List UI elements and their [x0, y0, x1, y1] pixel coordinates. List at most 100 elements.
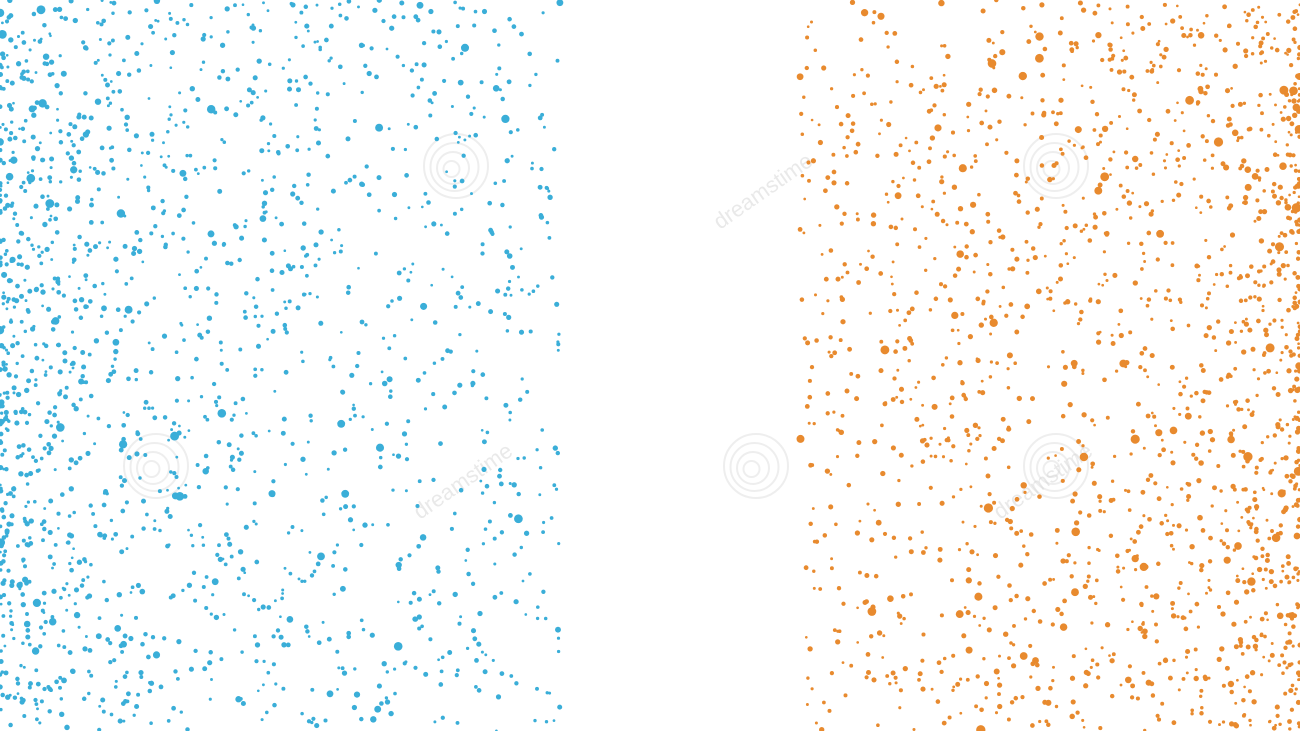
blue-dot [100, 220, 105, 225]
blue-dot [15, 544, 20, 548]
orange-dot [1281, 569, 1285, 573]
blue-dot [313, 242, 319, 248]
blue-dot [453, 0, 457, 5]
blue-dot [134, 452, 139, 457]
orange-dot [1233, 644, 1239, 650]
blue-dot [217, 543, 221, 548]
orange-dot [796, 73, 804, 81]
orange-dot [983, 680, 990, 687]
blue-dot [0, 138, 4, 146]
orange-dot [929, 135, 936, 141]
blue-dot [475, 301, 481, 307]
orange-dot [1297, 660, 1300, 665]
blue-dot [511, 24, 517, 29]
orange-dot [1249, 615, 1252, 619]
blue-dot [409, 270, 413, 274]
orange-dot [1009, 598, 1012, 602]
blue-dot [219, 657, 224, 662]
orange-dot [1090, 621, 1094, 625]
blue-dot [439, 669, 444, 674]
blue-dot [9, 609, 13, 613]
blue-dot [209, 15, 213, 20]
blue-dot [466, 571, 471, 577]
orange-dot [902, 665, 908, 672]
orange-dot [1194, 206, 1198, 210]
orange-dot [908, 149, 911, 153]
orange-dot [1172, 406, 1176, 410]
orange-dot [1109, 67, 1114, 72]
blue-dot [424, 225, 427, 229]
blue-dot [0, 452, 5, 457]
orange-dot [1214, 349, 1218, 353]
orange-dot [1022, 544, 1026, 548]
orange-dot [1060, 151, 1065, 156]
blue-dot [385, 670, 389, 674]
orange-dot [1059, 242, 1063, 246]
orange-dot [1297, 87, 1300, 91]
orange-dot [1071, 654, 1076, 659]
orange-dot [1140, 489, 1146, 495]
blue-dot [61, 293, 66, 298]
orange-dot [917, 380, 921, 384]
orange-dot [1054, 454, 1057, 457]
blue-dot [74, 198, 81, 204]
orange-dot [1045, 286, 1049, 290]
orange-dot [1297, 223, 1300, 227]
orange-dot [1146, 230, 1152, 236]
blue-dot [21, 40, 27, 45]
orange-dot [878, 132, 881, 136]
blue-dot [507, 512, 513, 518]
blue-dot [393, 667, 397, 671]
orange-dot [805, 703, 809, 706]
orange-dot [812, 421, 816, 426]
blue-dot [454, 673, 459, 678]
blue-dot [304, 472, 308, 476]
blue-dot [176, 638, 182, 645]
blue-dot [9, 259, 14, 264]
blue-dot [2, 391, 6, 395]
orange-dot [1231, 129, 1239, 137]
blue-dot [158, 684, 164, 690]
orange-dot [835, 276, 841, 282]
orange-dot [1257, 176, 1262, 181]
blue-dot [23, 620, 31, 628]
orange-dot [1142, 514, 1146, 518]
blue-dot [525, 389, 530, 394]
blue-dot [24, 580, 29, 586]
blue-dot [535, 616, 540, 621]
orange-dot [1165, 108, 1171, 114]
orange-dot [799, 297, 805, 302]
orange-dot [1255, 198, 1260, 203]
orange-dot [1196, 477, 1202, 484]
orange-dot [978, 87, 983, 92]
blue-dot [56, 511, 61, 516]
blue-dot [62, 645, 67, 650]
orange-dot [1265, 552, 1270, 558]
orange-dot [1130, 434, 1140, 444]
blue-dot [470, 628, 477, 634]
orange-dot [972, 614, 977, 619]
blue-dot [240, 566, 246, 572]
orange-dot [1081, 444, 1085, 448]
orange-dot [1126, 200, 1133, 206]
orange-dot [818, 587, 823, 591]
blue-dot [458, 332, 462, 337]
orange-dot [890, 445, 896, 451]
blue-dot [251, 23, 255, 27]
orange-dot [1111, 497, 1116, 502]
blue-dot [267, 62, 272, 67]
orange-dot [1265, 343, 1275, 353]
blue-dot [503, 402, 509, 408]
blue-dot [484, 653, 488, 657]
orange-dot [1242, 101, 1247, 105]
orange-dot [1243, 685, 1246, 689]
orange-dot [1279, 162, 1287, 170]
blue-dot [123, 314, 127, 318]
blue-dot [77, 455, 83, 461]
blue-dot [449, 526, 454, 531]
blue-dot [194, 268, 200, 274]
orange-dot [1119, 36, 1123, 40]
orange-dot [806, 676, 810, 680]
orange-dot [1177, 688, 1181, 692]
orange-dot [1291, 98, 1297, 104]
